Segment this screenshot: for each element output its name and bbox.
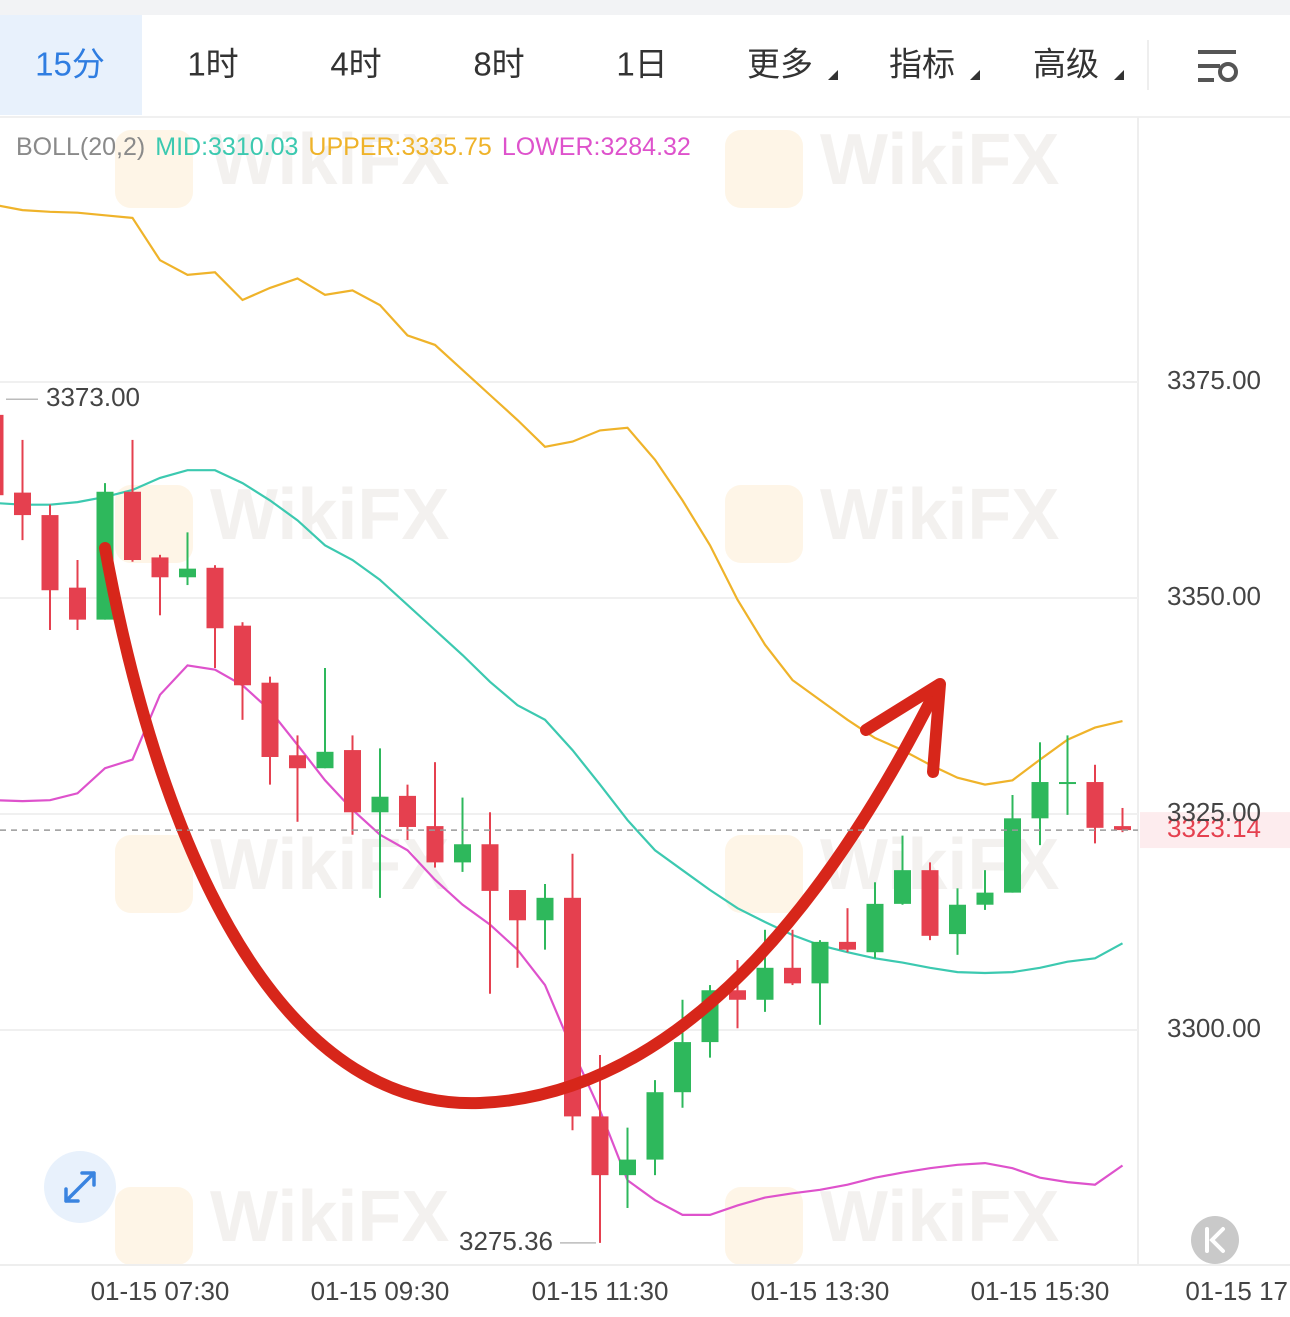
candle-body [1059,782,1076,785]
expand-button[interactable] [44,1151,116,1223]
indicator-legend: BOLL(20,2) MID:3310.03 UPPER:3335.75 LOWER:… [16,133,691,161]
watermark: WikiFX [820,120,1059,200]
candle-body [41,515,59,591]
candle-body [811,941,829,984]
x-tick-label: 01-15 11:30 [532,1276,669,1306]
arrow-annotation [99,542,941,1110]
candle-body [784,967,801,984]
candle-body [316,751,334,769]
tab-dropdown-mark [1114,70,1124,80]
candle-body [151,557,169,578]
candle-body [426,826,444,863]
settings-icon[interactable] [1198,50,1238,82]
candle-body [646,1092,664,1160]
watermark-emblem [725,130,803,208]
watermark-emblem [725,1187,803,1265]
x-tick-label: 01-15 09:30 [311,1276,450,1306]
candle-body [399,795,416,827]
candle-body [839,941,856,950]
x-tick-label: 01-15 15:30 [971,1276,1110,1306]
watermark: WikiFX [210,475,449,555]
top-strip [0,0,1290,15]
tab[interactable]: 15分 [35,46,105,83]
candle-body [564,897,581,1117]
candle-body [206,567,224,629]
tab[interactable]: 4时 [330,46,381,83]
watermark: WikiFX [210,1177,449,1257]
last-price-label: 3323.14 [1167,813,1261,843]
candle-body [921,870,939,936]
boll-lines [0,204,1124,1216]
candle-body [894,870,911,904]
watermark-emblem [115,835,193,913]
tab[interactable]: 更多 [747,46,813,83]
candle-body [591,1116,609,1176]
x-tick-label: 01-15 17 [1185,1276,1288,1306]
candle-body [1031,782,1049,819]
watermark: WikiFX [820,475,1059,555]
annotations: 3323.14 3373.00 3275.36 [0,382,1290,1256]
last-price-box [1140,812,1290,849]
x-tick-label: 01-15 07:30 [91,1276,230,1306]
candle-body [234,625,251,686]
candle-body [454,844,471,863]
candle-body [1086,782,1104,828]
candle-body [69,587,86,620]
tab[interactable]: 指标 [889,46,955,83]
candle-body [674,1042,691,1093]
boll-line [0,469,1124,975]
tab[interactable]: 8时 [473,46,524,83]
y-tick-label: 3350.00 [1167,581,1261,611]
legend-upper: UPPER:3335.75 [308,133,491,161]
tab[interactable]: 高级 [1033,46,1099,83]
watermark-emblem [725,835,803,913]
candle-body [756,967,774,1000]
x-tick-label: 01-15 13:30 [751,1276,890,1306]
candle-body [1004,818,1021,893]
candle-body [179,568,196,578]
max-label: 3373.00 [46,382,140,412]
candle-body [344,750,361,813]
candle-body [729,990,746,1000]
candle-body [536,897,554,921]
min-label: 3275.36 [459,1226,553,1256]
active-tab-bg [0,15,142,115]
watermark-emblem [115,1187,193,1265]
candle-body [289,755,306,769]
candle-body [619,1159,636,1176]
watermark-emblem [725,485,803,563]
candle-body [866,903,884,953]
tab-dropdown-mark [828,70,838,80]
candle-body [14,492,31,516]
candle-body [124,491,141,561]
candle-body [949,904,966,935]
reset-button[interactable] [1191,1216,1239,1264]
candle-body [509,890,526,921]
candle-body [0,414,4,496]
candle-body [371,796,389,813]
y-tick-label: 3325.00 [1167,797,1261,827]
arrow-head [860,678,946,778]
watermarks: WikiFX WikiFX WikiFX WikiFX WikiFX WikiFX Wiki… [115,120,1059,1265]
candle-body [261,682,279,757]
candle-body [481,844,499,891]
watermark-emblem [115,130,193,208]
legend-mid: MID:3310.03 [155,133,298,161]
legend-lower: LOWER:3284.32 [502,133,691,161]
boll-line [0,664,1124,1216]
tab-dropdown-mark [970,70,980,80]
tab[interactable]: 1时 [187,46,238,83]
watermark: WikiFX [820,1177,1059,1257]
indicator-name: BOLL(20,2) [16,133,145,161]
y-tick-label: 3375.00 [1167,365,1261,395]
watermark: WikiFX [210,120,449,200]
tab[interactable]: 1日 [616,46,667,83]
candle-body [976,892,994,905]
candle-body [1114,826,1131,831]
watermark: WikiFX [210,825,449,905]
y-tick-label: 3300.00 [1167,1013,1261,1043]
